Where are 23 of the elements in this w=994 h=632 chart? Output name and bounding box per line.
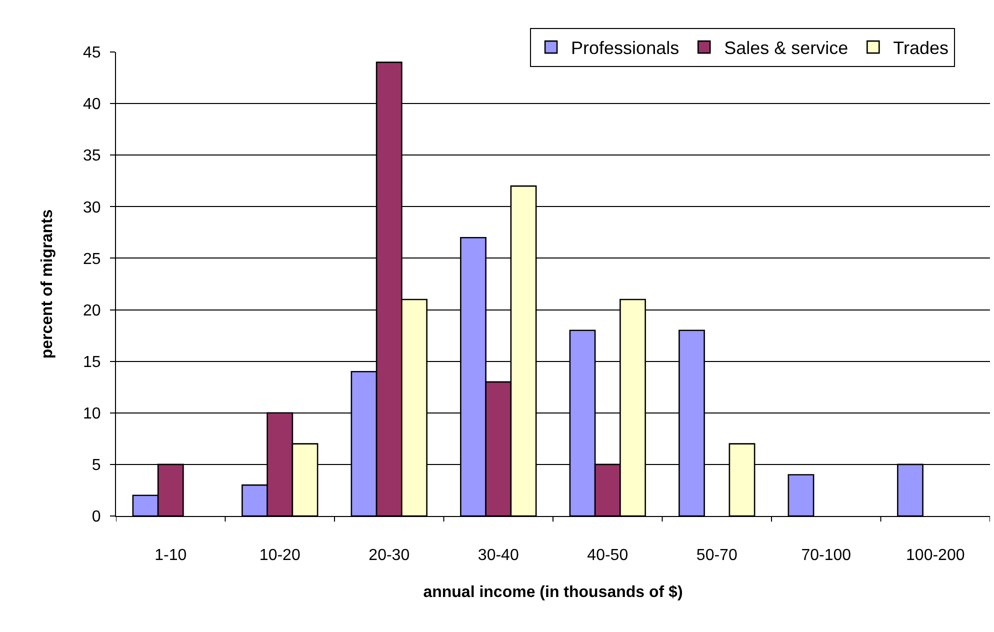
x-tick-label: 10-20 xyxy=(259,547,300,564)
y-tick-label: 0 xyxy=(92,508,101,526)
y-tick-label: 45 xyxy=(83,44,101,62)
y-tick-label: 10 xyxy=(83,405,101,422)
y-tick-label: 5 xyxy=(92,457,101,474)
y-tick-label: 15 xyxy=(83,354,101,371)
y-tick-label: 40 xyxy=(83,96,101,114)
x-tick-label: 50-70 xyxy=(696,547,738,564)
legend-label: Trades xyxy=(893,38,949,58)
y-tick-label: 35 xyxy=(83,148,101,165)
y-tick-label: 20 xyxy=(83,302,101,320)
y-tick-label: 25 xyxy=(83,250,101,268)
x-tick-label: 40-50 xyxy=(587,547,628,564)
legend-label: Sales & service xyxy=(724,38,848,58)
x-tick-label: 70-100 xyxy=(801,547,852,564)
x-tick-label: 1-10 xyxy=(154,547,187,564)
x-axis-title: annual income (in thousands of $) xyxy=(423,584,683,601)
legend-label: Professionals xyxy=(571,38,680,58)
y-axis-title: percent of migrants xyxy=(38,209,56,359)
x-tick-label: 100-200 xyxy=(906,547,965,564)
x-tick-label: 30-40 xyxy=(478,547,519,564)
x-tick-label: 20-30 xyxy=(368,547,410,564)
y-tick-label: 30 xyxy=(83,199,101,216)
